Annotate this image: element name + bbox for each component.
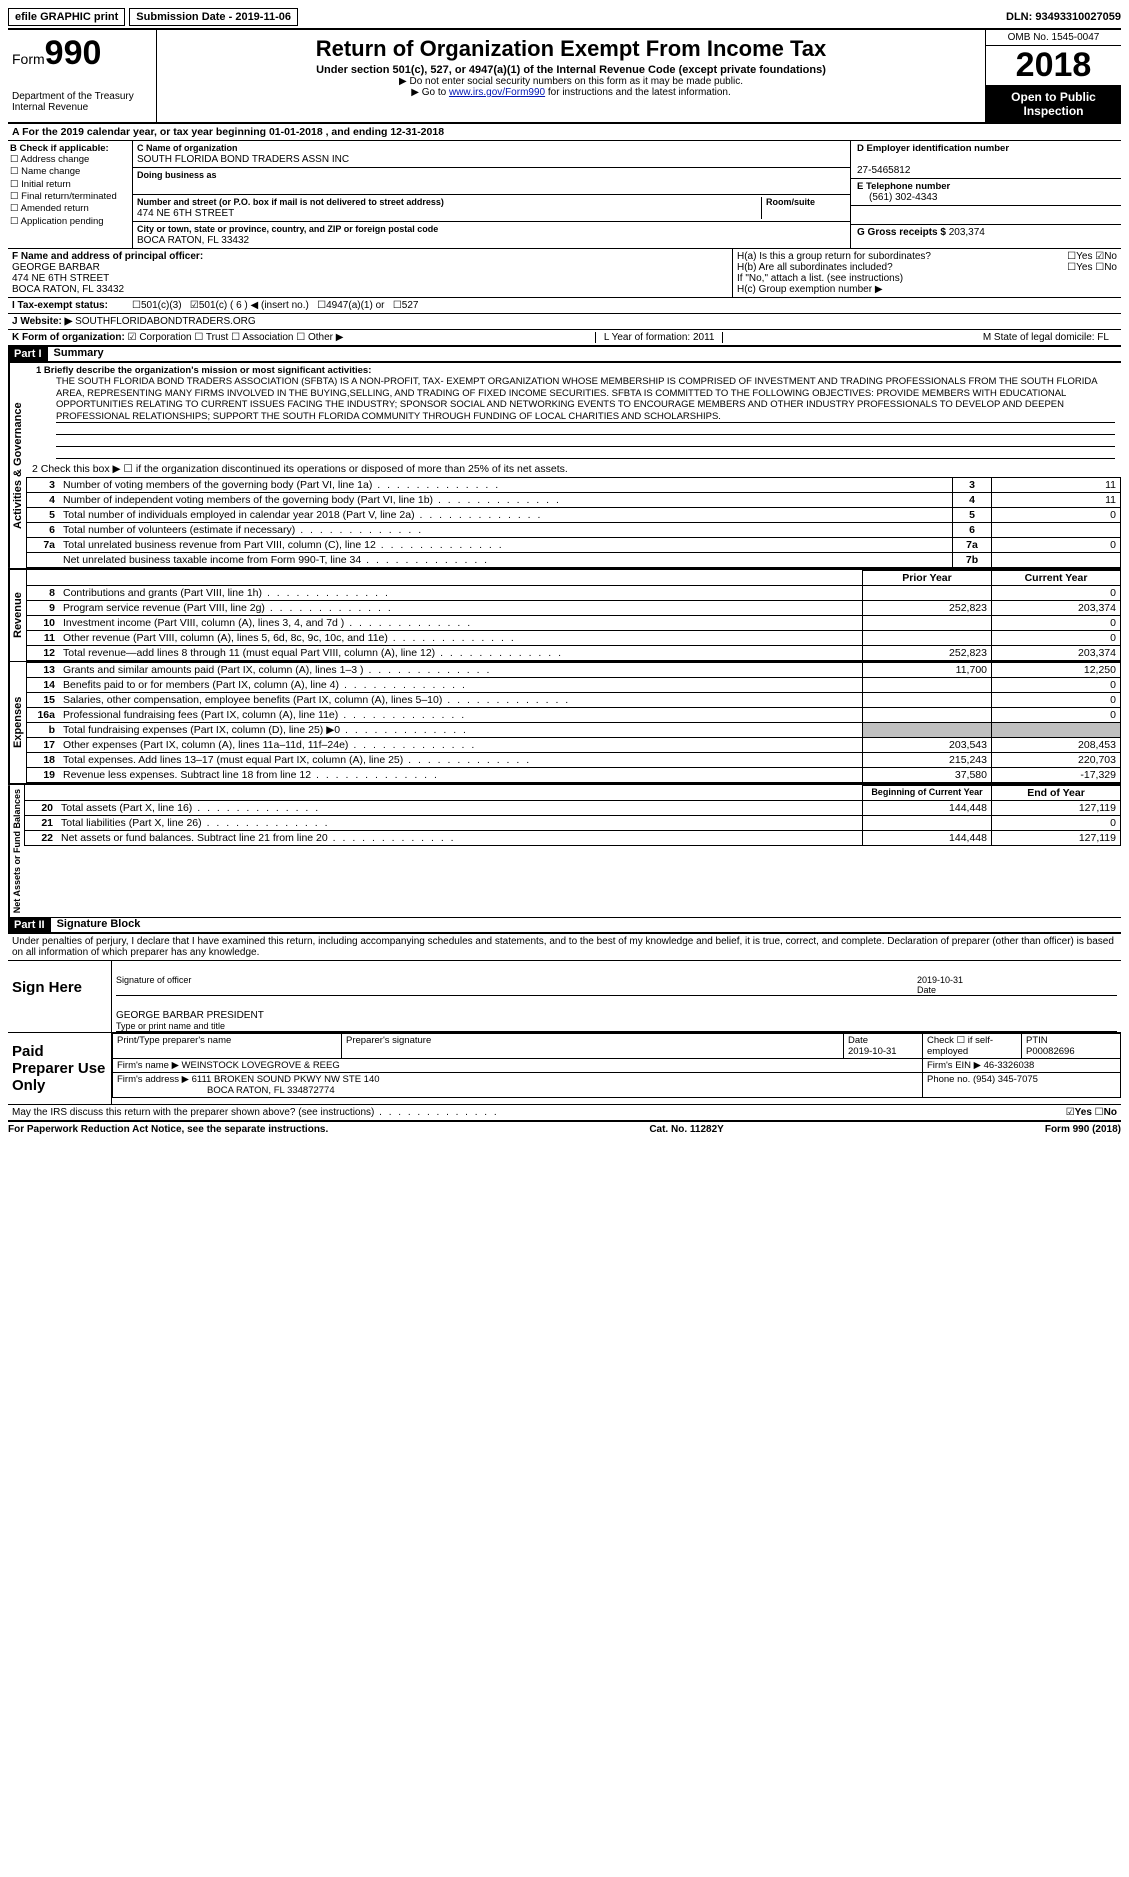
mission-text: THE SOUTH FLORIDA BOND TRADERS ASSOCIATI… [56, 376, 1115, 423]
side-expenses: Expenses [8, 662, 26, 783]
header-center: Return of Organization Exempt From Incom… [157, 30, 985, 122]
col-c-org: C Name of organization SOUTH FLORIDA BON… [133, 141, 850, 248]
netassets-table: Beginning of Current Year End of Year 20… [24, 785, 1121, 846]
gross-receipts: 203,374 [949, 227, 985, 238]
part2-header: Part II Signature Block [8, 918, 1121, 933]
phone-cell: E Telephone number (561) 302-4343 [851, 179, 1121, 206]
row-k-formation: K Form of organization: ☑ Corporation ☐ … [8, 330, 1121, 347]
org-city: BOCA RATON, FL 33432 [137, 235, 249, 246]
preparer-table: Print/Type preparer's name Preparer's si… [112, 1033, 1121, 1098]
dept-irs: Internal Revenue [12, 102, 152, 113]
table-row: 15Salaries, other compensation, employee… [27, 692, 1121, 707]
footer-right: Form 990 (2018) [1045, 1124, 1121, 1135]
signature-block: Under penalties of perjury, I declare th… [8, 933, 1121, 1120]
expenses-table: 13Grants and similar amounts paid (Part … [26, 662, 1121, 783]
instructions-link-row: ▶ Go to www.irs.gov/Form990 for instruct… [161, 87, 981, 98]
table-row: 21Total liabilities (Part X, line 26)0 [25, 815, 1121, 830]
group-return-cell: H(a) Is this a group return for subordin… [733, 249, 1121, 297]
form-header: Form990 Department of the Treasury Inter… [8, 30, 1121, 124]
table-row: 19Revenue less expenses. Subtract line 1… [27, 767, 1121, 782]
gross-cell: G Gross receipts $ 203,374 [851, 225, 1121, 240]
table-row: 10Investment income (Part VIII, column (… [27, 615, 1121, 630]
header-left: Form990 Department of the Treasury Inter… [8, 30, 157, 122]
gov-table: 3Number of voting members of the governi… [26, 477, 1121, 568]
col-b-checkboxes: B Check if applicable: ☐ Address change … [8, 141, 133, 248]
table-row: 4Number of independent voting members of… [27, 492, 1121, 507]
dba-cell: Doing business as [133, 168, 850, 195]
org-name-cell: C Name of organization SOUTH FLORIDA BON… [133, 141, 850, 168]
table-row: 7aTotal unrelated business revenue from … [27, 537, 1121, 552]
phone: (561) 302-4343 [857, 192, 937, 203]
col-d-info: D Employer identification number 27-5465… [850, 141, 1121, 248]
table-row: 14Benefits paid to or for members (Part … [27, 677, 1121, 692]
table-row: 20Total assets (Part X, line 16)144,4481… [25, 800, 1121, 815]
revenue-table: Prior Year Current Year 8Contributions a… [26, 570, 1121, 661]
penalties-text: Under penalties of perjury, I declare th… [8, 934, 1121, 961]
side-netassets: Net Assets or Fund Balances [8, 785, 24, 917]
website: SOUTHFLORIDABONDTRADERS.ORG [75, 316, 256, 327]
paid-preparer-row: Paid Preparer Use Only Print/Type prepar… [8, 1033, 1121, 1105]
omb-number: OMB No. 1545-0047 [986, 30, 1121, 46]
form-number: Form990 [12, 34, 152, 73]
section-governance: Activities & Governance 1 Briefly descri… [8, 362, 1121, 568]
table-row: bTotal fundraising expenses (Part IX, co… [27, 722, 1121, 737]
city-cell: City or town, state or province, country… [133, 222, 850, 248]
table-row: 18Total expenses. Add lines 13–17 (must … [27, 752, 1121, 767]
org-name: SOUTH FLORIDA BOND TRADERS ASSN INC [137, 154, 349, 165]
header-right: OMB No. 1545-0047 2018 Open to Public In… [985, 30, 1121, 122]
section-bcd: B Check if applicable: ☐ Address change … [8, 141, 1121, 249]
chk-amended[interactable]: ☐ Amended return [10, 203, 130, 215]
footer-center: Cat. No. 11282Y [649, 1124, 723, 1135]
ein: 27-5465812 [857, 165, 910, 176]
table-row: 11Other revenue (Part VIII, column (A), … [27, 630, 1121, 645]
form-subtitle: Under section 501(c), 527, or 4947(a)(1)… [161, 64, 981, 76]
officer-cell: F Name and address of principal officer:… [8, 249, 733, 297]
mission-block: 1 Briefly describe the organization's mi… [26, 363, 1121, 461]
side-governance: Activities & Governance [8, 363, 26, 568]
dln: DLN: 93493310027059 [1006, 11, 1121, 23]
top-bar: efile GRAPHIC print Submission Date - 20… [8, 8, 1121, 30]
table-row: 6Total number of volunteers (estimate if… [27, 522, 1121, 537]
open-to-public: Open to Public Inspection [986, 86, 1121, 122]
submission-date: Submission Date - 2019-11-06 [129, 8, 298, 26]
side-revenue: Revenue [8, 570, 26, 661]
section-expenses: Expenses 13Grants and similar amounts pa… [8, 661, 1121, 783]
part1-header: Part I Summary [8, 347, 1121, 362]
ein-cell: D Employer identification number 27-5465… [851, 141, 1121, 179]
chk-name[interactable]: ☐ Name change [10, 166, 130, 178]
table-row: 17Other expenses (Part IX, column (A), l… [27, 737, 1121, 752]
chk-application[interactable]: ☐ Application pending [10, 216, 130, 228]
row-j-website: J Website: ▶ SOUTHFLORIDABONDTRADERS.ORG [8, 314, 1121, 330]
discuss-row: May the IRS discuss this return with the… [8, 1105, 1121, 1120]
table-row: 8Contributions and grants (Part VIII, li… [27, 585, 1121, 600]
chk-address[interactable]: ☐ Address change [10, 154, 130, 166]
line2: 2 Check this box ▶ ☐ if the organization… [26, 461, 1121, 477]
efile-label: efile GRAPHIC print [8, 8, 125, 26]
irs-link[interactable]: www.irs.gov/Form990 [449, 87, 545, 98]
row-fh: F Name and address of principal officer:… [8, 249, 1121, 298]
table-row: 9Program service revenue (Part VIII, lin… [27, 600, 1121, 615]
page-footer: For Paperwork Reduction Act Notice, see … [8, 1120, 1121, 1135]
section-revenue: Revenue Prior Year Current Year 8Contrib… [8, 568, 1121, 661]
ssn-note: ▶ Do not enter social security numbers o… [161, 76, 981, 87]
chk-final[interactable]: ☐ Final return/terminated [10, 191, 130, 203]
table-row: 12Total revenue—add lines 8 through 11 (… [27, 645, 1121, 660]
table-row: Net unrelated business taxable income fr… [27, 552, 1121, 567]
table-row: 3Number of voting members of the governi… [27, 477, 1121, 492]
address-cell: Number and street (or P.O. box if mail i… [133, 195, 850, 222]
table-row: 16aProfessional fundraising fees (Part I… [27, 707, 1121, 722]
tax-year: 2018 [986, 46, 1121, 86]
table-row: 5Total number of individuals employed in… [27, 507, 1121, 522]
row-a-taxyear: A For the 2019 calendar year, or tax yea… [8, 124, 1121, 141]
footer-left: For Paperwork Reduction Act Notice, see … [8, 1124, 328, 1135]
table-row: 13Grants and similar amounts paid (Part … [27, 662, 1121, 677]
chk-initial[interactable]: ☐ Initial return [10, 179, 130, 191]
table-row: 22Net assets or fund balances. Subtract … [25, 830, 1121, 845]
sign-here-row: Sign Here Signature of officer2019-10-31… [8, 961, 1121, 1033]
section-netassets: Net Assets or Fund Balances Beginning of… [8, 783, 1121, 918]
dept-treasury: Department of the Treasury [12, 91, 152, 102]
form-title: Return of Organization Exempt From Incom… [161, 36, 981, 62]
row-i-status: I Tax-exempt status: ☐ 501(c)(3) ☑ 501(c… [8, 298, 1121, 314]
org-address: 474 NE 6TH STREET [137, 208, 234, 219]
